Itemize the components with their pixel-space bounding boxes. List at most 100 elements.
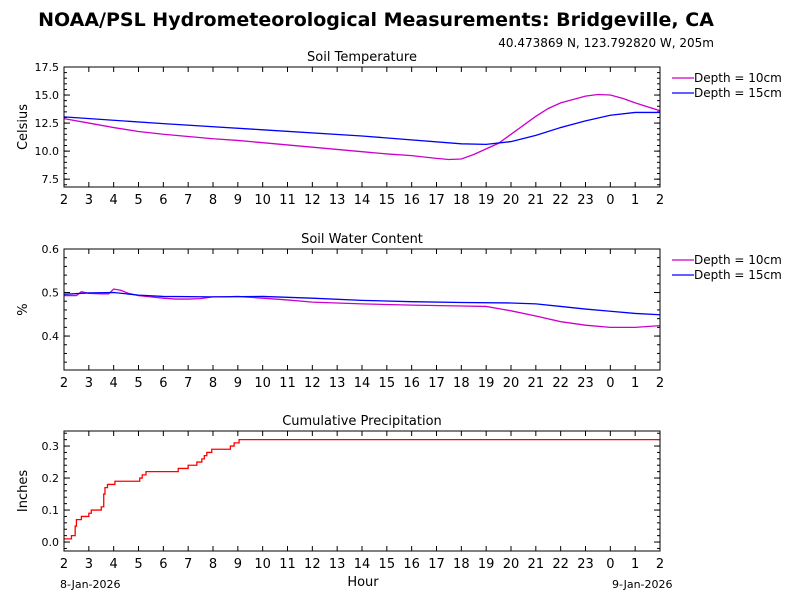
x-tick-label: 12 [304,376,321,391]
x-tick-label: 2 [60,557,68,572]
x-tick-label: 19 [478,376,495,391]
x-tick-label: 1 [631,557,639,572]
x-tick-label: 18 [453,376,470,391]
y-tick-label: 0.2 [42,472,60,485]
x-axis-label: Hour [347,575,379,590]
x-tick-label: 17 [428,193,445,208]
legend-label: Depth = 10cm [694,253,782,267]
x-tick-label: 1 [631,376,639,391]
x-tick-label: 10 [254,557,271,572]
y-tick-label: 7.5 [42,173,60,186]
chart-title: Soil Temperature [307,50,417,65]
x-tick-label: 9 [234,193,242,208]
x-tick-label: 3 [85,557,93,572]
x-tick-label: 20 [503,557,520,572]
series-line-precipitation [64,438,660,540]
chart-2: Soil Water Content%2 3 4 5 6 7 8 9 10 11 12 13 14 15 1… [16,232,782,391]
x-tick-label: 0 [606,557,614,572]
x-tick-label: 22 [552,557,569,572]
y-tick-label: 0.4 [42,330,60,343]
y-tick-label: 0.0 [42,536,60,549]
x-tick-label: 6 [159,376,167,391]
x-tick-label: 2 [656,557,664,572]
y-tick-label: 0.3 [42,440,60,453]
x-tick-label: 21 [528,193,545,208]
x-tick-label: 9 [234,557,242,572]
x-tick-label: 13 [329,557,346,572]
y-tick-label: 0.6 [42,243,60,256]
chart-title: Soil Water Content [301,232,423,247]
x-tick-label: 8 [209,193,217,208]
x-tick-label: 22 [552,193,569,208]
legend-label: Depth = 15cm [694,86,782,100]
x-tick-label: 3 [85,193,93,208]
x-tick-label: 12 [304,193,321,208]
x-tick-label: 20 [503,376,520,391]
x-tick-label: 16 [403,557,420,572]
start-date: 8-Jan-2026 [60,578,121,591]
x-tick-label: 9 [234,376,242,391]
x-tick-label: 6 [159,193,167,208]
x-tick-label: 23 [577,376,594,391]
x-tick-label: 19 [478,193,495,208]
chart-title: Cumulative Precipitation [282,414,442,429]
plot-frame [63,430,661,552]
x-tick-label: 7 [184,193,192,208]
x-tick-label: 1 [631,193,639,208]
series-line-depth-10cm [64,93,660,161]
x-tick-label: 0 [606,376,614,391]
y-tick-label: 17.5 [35,61,60,74]
x-tick-label: 2 [656,376,664,391]
x-tick-label: 23 [577,557,594,572]
x-tick-label: 10 [254,376,271,391]
x-tick-label: 21 [528,557,545,572]
x-tick-label: 14 [354,376,371,391]
series-line-depth-15cm [64,291,660,316]
x-tick-label: 19 [478,557,495,572]
x-tick-label: 11 [279,376,296,391]
x-tick-label: 2 [656,193,664,208]
x-tick-label: 21 [528,376,545,391]
x-tick-label: 22 [552,376,569,391]
x-tick-label: 11 [279,193,296,208]
x-tick-label: 5 [134,557,142,572]
y-tick-label: 12.5 [35,117,60,130]
x-tick-label: 8 [209,376,217,391]
x-tick-label: 17 [428,376,445,391]
legend-label: Depth = 10cm [694,71,782,85]
series-line-depth-10cm [64,288,660,328]
x-tick-label: 10 [254,193,271,208]
end-date: 9-Jan-2026 [612,578,673,591]
x-tick-label: 0 [606,193,614,208]
x-tick-label: 8 [209,557,217,572]
y-tick-label: 0.1 [42,504,60,517]
station-location: 40.473869 N, 123.792820 W, 205m [498,36,714,50]
plot-frame [63,66,661,188]
x-tick-label: 11 [279,557,296,572]
x-tick-label: 14 [354,557,371,572]
series-line-depth-15cm [64,111,660,146]
x-tick-label: 15 [379,376,396,391]
x-tick-label: 18 [453,557,470,572]
x-tick-label: 5 [134,193,142,208]
x-tick-label: 16 [403,193,420,208]
y-axis-label: % [16,303,31,315]
x-tick-label: 13 [329,376,346,391]
x-tick-label: 23 [577,193,594,208]
plot-frame [63,248,661,371]
x-tick-label: 7 [184,557,192,572]
x-tick-label: 15 [379,193,396,208]
x-tick-label: 3 [85,376,93,391]
legend-label: Depth = 15cm [694,268,782,282]
x-tick-label: 2 [60,376,68,391]
x-tick-label: 4 [110,376,118,391]
x-tick-label: 20 [503,193,520,208]
x-tick-label: 5 [134,376,142,391]
y-tick-label: 10.0 [35,145,60,158]
x-tick-label: 2 [60,193,68,208]
x-tick-label: 17 [428,557,445,572]
y-axis-label: Inches [16,470,31,512]
